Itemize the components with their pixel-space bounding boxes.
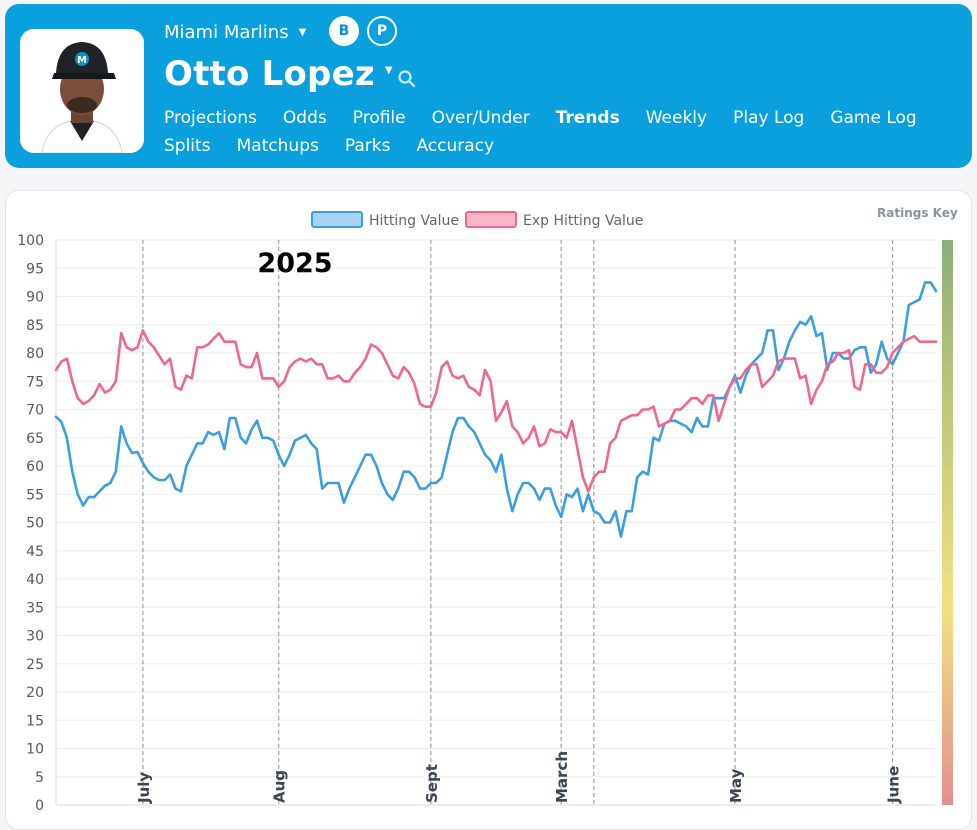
month-label: Aug: [271, 770, 289, 803]
y-tick-label: 15: [26, 713, 44, 729]
legend-swatch: [465, 211, 517, 228]
tab-matchups[interactable]: Matchups: [236, 136, 319, 156]
month-label: Sept: [423, 764, 441, 803]
y-tick-label: 10: [26, 742, 44, 758]
legend-swatch: [311, 211, 363, 228]
tab-odds[interactable]: Odds: [282, 108, 327, 128]
y-tick-label: 30: [26, 629, 44, 645]
player-nav: Projections Odds Profile Over/Under Trends We…: [164, 104, 954, 160]
y-tick-label: 20: [26, 685, 44, 701]
svg-text:M: M: [77, 55, 87, 66]
y-tick-label: 65: [26, 431, 44, 447]
y-tick-label: 95: [26, 261, 44, 277]
y-tick-label: 80: [26, 346, 44, 362]
chevron-down-icon: ▼: [384, 64, 393, 76]
season-label: 2025: [257, 248, 332, 279]
chevron-down-icon: ▼: [298, 27, 307, 38]
series-line: [54, 329, 938, 493]
series-line: [54, 281, 938, 538]
tab-splits[interactable]: Splits: [164, 136, 211, 156]
team-selector[interactable]: Miami Marlins ▼: [164, 22, 306, 43]
y-tick-label: 60: [26, 459, 44, 475]
y-tick-label: 100: [17, 233, 44, 249]
tab-accuracy[interactable]: Accuracy: [416, 136, 495, 156]
tab-trends[interactable]: Trends: [555, 108, 620, 128]
y-tick-label: 50: [26, 516, 44, 532]
player-header: M Miami Marlins ▼ B P Otto Lopez ▼ Proje…: [5, 4, 972, 168]
y-tick-label: 35: [26, 600, 44, 616]
y-tick-label: 25: [26, 657, 44, 673]
month-label: March: [553, 751, 571, 803]
player-selector[interactable]: Otto Lopez ▼: [164, 54, 393, 94]
y-tick-label: 75: [26, 374, 44, 390]
y-tick-label: 0: [35, 798, 44, 814]
month-label: May: [727, 768, 745, 803]
y-tick-label: 40: [26, 572, 44, 588]
tab-over-under[interactable]: Over/Under: [431, 108, 530, 128]
tab-profile[interactable]: Profile: [352, 108, 406, 128]
month-label: June: [885, 766, 903, 804]
y-tick-label: 70: [26, 403, 44, 419]
tab-weekly[interactable]: Weekly: [645, 108, 708, 128]
y-tick-label: 5: [35, 770, 44, 786]
tab-play-log[interactable]: Play Log: [733, 108, 805, 128]
y-tick-label: 55: [26, 487, 44, 503]
legend-label: Exp Hitting Value: [523, 213, 643, 229]
batter-badge[interactable]: B: [329, 16, 359, 46]
ratings-key-link[interactable]: Ratings Key: [877, 206, 958, 220]
y-tick-label: 45: [26, 544, 44, 560]
month-label: July: [135, 772, 153, 804]
pitcher-badge[interactable]: P: [367, 16, 397, 46]
tab-parks[interactable]: Parks: [344, 136, 391, 156]
player-avatar: M: [20, 29, 144, 153]
tab-game-log[interactable]: Game Log: [830, 108, 917, 128]
player-name: Otto Lopez: [164, 54, 375, 94]
y-tick-label: 90: [26, 290, 44, 306]
search-icon[interactable]: [397, 69, 417, 89]
team-name: Miami Marlins: [164, 22, 289, 43]
legend-label: Hitting Value: [369, 213, 459, 229]
player-photo: M: [20, 29, 144, 153]
tab-projections[interactable]: Projections: [164, 108, 257, 128]
ratings-key-bar: [942, 240, 953, 805]
y-tick-label: 85: [26, 318, 44, 334]
